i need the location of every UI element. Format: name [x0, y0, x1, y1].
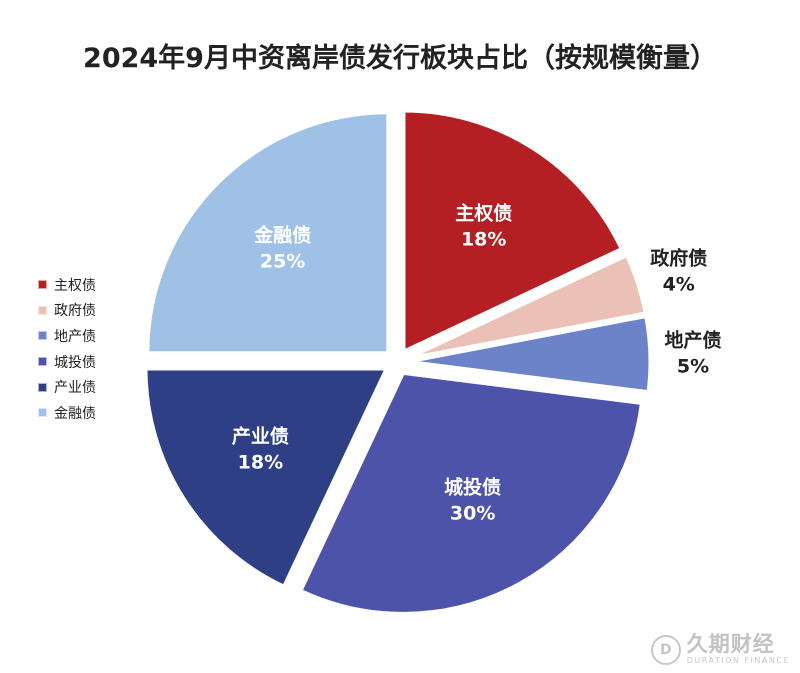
legend-label: 城投债 — [54, 354, 96, 371]
slice-label-name: 金融债 — [253, 224, 311, 247]
legend: 主权债 政府债 地产债 城投债 产业债 金融债 — [38, 272, 96, 426]
legend-item-sovereign: 主权债 — [38, 272, 96, 298]
slice-property — [409, 314, 652, 394]
slice-label-name: 主权债 — [455, 201, 512, 224]
chart-title: 2024年9月中资离岸债发行板块占比（按规模衡量） — [83, 43, 717, 74]
watermark-logo-icon: D — [650, 634, 681, 665]
legend-label: 产业债 — [54, 380, 96, 397]
slice-label-name: 地产债 — [665, 329, 722, 352]
watermark-subtitle: DURATION FINANCE — [686, 656, 790, 665]
legend-swatch-financial — [38, 408, 47, 418]
legend-swatch-sovereign — [38, 280, 47, 290]
slice-label-percent: 25% — [260, 251, 305, 273]
legend-label: 主权债 — [54, 277, 96, 294]
slice-label-percent: 5% — [677, 356, 709, 378]
slice-lgfv — [299, 371, 644, 615]
legend-label: 地产债 — [54, 328, 96, 345]
slice-label-percent: 4% — [663, 273, 695, 295]
slice-industrial — [144, 367, 389, 589]
legend-item-financial: 金融债 — [38, 400, 96, 426]
legend-item-property: 地产债 — [38, 323, 96, 349]
slice-label-percent: 18% — [238, 452, 283, 474]
legend-swatch-property — [38, 331, 47, 341]
watermark-name: 久期财经 — [686, 632, 775, 656]
legend-label: 政府债 — [54, 303, 96, 320]
slice-label-percent: 30% — [450, 503, 495, 525]
legend-swatch-government — [38, 305, 47, 315]
legend-item-industrial: 产业债 — [38, 374, 96, 400]
slice-sovereign — [402, 109, 624, 354]
legend-swatch-lgfv — [38, 357, 47, 367]
legend-label: 金融债 — [54, 405, 96, 422]
slice-label-name: 城投债 — [444, 476, 501, 499]
slice-label-name: 政府债 — [650, 246, 707, 269]
watermark: D 久期财经 DURATION FINANCE — [650, 632, 790, 665]
slice-financial — [146, 111, 390, 355]
slice-label-percent: 18% — [461, 228, 506, 250]
legend-item-government: 政府债 — [38, 298, 96, 324]
slice-label-name: 产业债 — [232, 425, 289, 448]
slice-government — [408, 253, 647, 360]
legend-swatch-industrial — [38, 382, 47, 392]
legend-item-lgfv: 城投债 — [38, 349, 96, 375]
